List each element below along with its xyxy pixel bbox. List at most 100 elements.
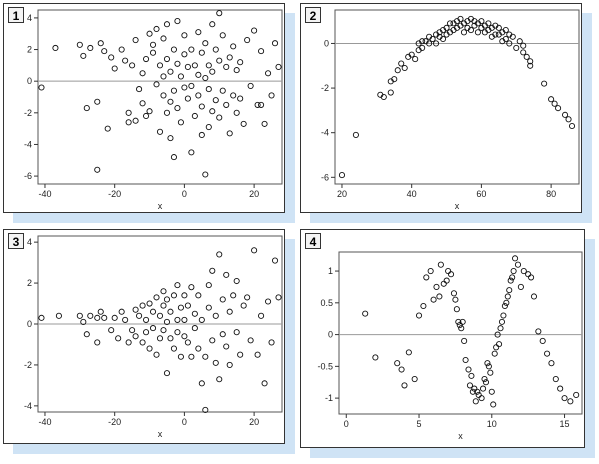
data-point	[122, 316, 129, 323]
data-point	[38, 84, 45, 91]
data-point	[191, 325, 198, 332]
data-point	[230, 292, 237, 299]
data-point	[469, 388, 476, 395]
data-point	[411, 376, 418, 383]
data-point	[420, 302, 427, 310]
data-point	[139, 302, 146, 309]
data-point	[181, 32, 188, 39]
data-point	[261, 120, 268, 127]
data-point	[251, 247, 258, 254]
data-point	[509, 33, 516, 40]
data-point	[452, 296, 459, 303]
data-point	[219, 296, 226, 303]
data-point	[94, 166, 101, 173]
data-point	[160, 92, 167, 99]
y-tick-label: -1	[325, 393, 333, 403]
data-point	[415, 312, 423, 319]
data-point	[184, 339, 191, 346]
data-point	[466, 382, 474, 389]
data-point	[497, 325, 504, 332]
data-point	[216, 57, 223, 64]
data-point	[244, 294, 251, 301]
x-tick-label: 0	[344, 419, 349, 429]
panel-label-4: 4	[305, 233, 321, 249]
data-point	[163, 318, 171, 326]
data-point	[94, 339, 101, 346]
data-point	[195, 71, 202, 78]
data-point	[209, 108, 216, 115]
data-point	[170, 345, 177, 352]
data-point	[83, 105, 90, 112]
data-point	[487, 369, 494, 376]
data-point	[530, 293, 538, 300]
y-tick-label: -0.5	[317, 361, 333, 371]
x-tick-label: -40	[38, 189, 51, 199]
data-point	[174, 60, 181, 67]
data-point	[167, 68, 174, 75]
data-point	[122, 57, 129, 64]
data-point	[482, 379, 490, 386]
x-tick-label: 15	[560, 419, 570, 429]
data-point	[205, 62, 212, 69]
data-point	[474, 388, 481, 395]
data-point	[94, 98, 101, 105]
data-point	[467, 27, 474, 34]
data-point	[167, 135, 174, 142]
data-point	[491, 350, 498, 357]
x-tick-label: -20	[108, 417, 121, 427]
data-point	[527, 62, 534, 69]
y-tick-label: 0	[324, 38, 329, 48]
x-axis-title: x	[458, 431, 463, 441]
panel-3: 3 -40 -20 0 20 -4 -2 0 2 4 x	[3, 229, 285, 444]
data-point	[498, 318, 506, 325]
data-point	[181, 316, 188, 323]
data-point	[184, 95, 191, 102]
data-point	[132, 306, 139, 313]
data-point	[502, 35, 509, 43]
data-point	[258, 101, 265, 108]
data-point	[216, 114, 223, 121]
data-point	[244, 37, 251, 44]
data-point	[205, 86, 212, 93]
data-point	[219, 87, 226, 94]
data-point	[493, 344, 500, 351]
y-tick-label: -6	[321, 172, 329, 182]
data-point	[202, 171, 209, 178]
panel-4: 4 0 5 10 15 -1 -0.5 0 0.5 1 x	[300, 229, 585, 448]
data-point	[219, 331, 226, 338]
x-tick-label: 0	[182, 417, 187, 427]
data-point	[555, 105, 562, 112]
data-point	[223, 63, 230, 70]
y-tick-label: 0.5	[320, 298, 333, 308]
data-point	[456, 322, 463, 329]
data-point	[512, 255, 519, 262]
data-point	[517, 283, 524, 290]
data-point	[500, 312, 507, 319]
data-point	[149, 49, 157, 56]
data-point	[247, 82, 254, 89]
data-point	[139, 100, 146, 107]
data-point	[153, 294, 160, 301]
data-point	[261, 380, 268, 387]
data-point	[139, 339, 146, 346]
data-point	[233, 277, 240, 285]
data-point	[419, 38, 426, 45]
data-point	[156, 335, 164, 342]
y-tick-label: 1	[328, 266, 333, 276]
data-point	[520, 268, 527, 275]
data-point	[233, 329, 240, 336]
data-point	[226, 54, 233, 61]
data-point	[226, 308, 233, 315]
data-point	[495, 24, 502, 31]
data-point	[188, 82, 195, 89]
data-point	[502, 27, 509, 34]
data-point	[198, 316, 205, 323]
data-point	[198, 380, 205, 387]
data-point	[226, 361, 233, 368]
data-point	[380, 93, 387, 101]
data-point	[443, 277, 450, 284]
data-point	[485, 363, 492, 370]
data-point	[125, 119, 132, 126]
x-axis-title: x	[158, 201, 163, 211]
data-point	[412, 56, 419, 63]
